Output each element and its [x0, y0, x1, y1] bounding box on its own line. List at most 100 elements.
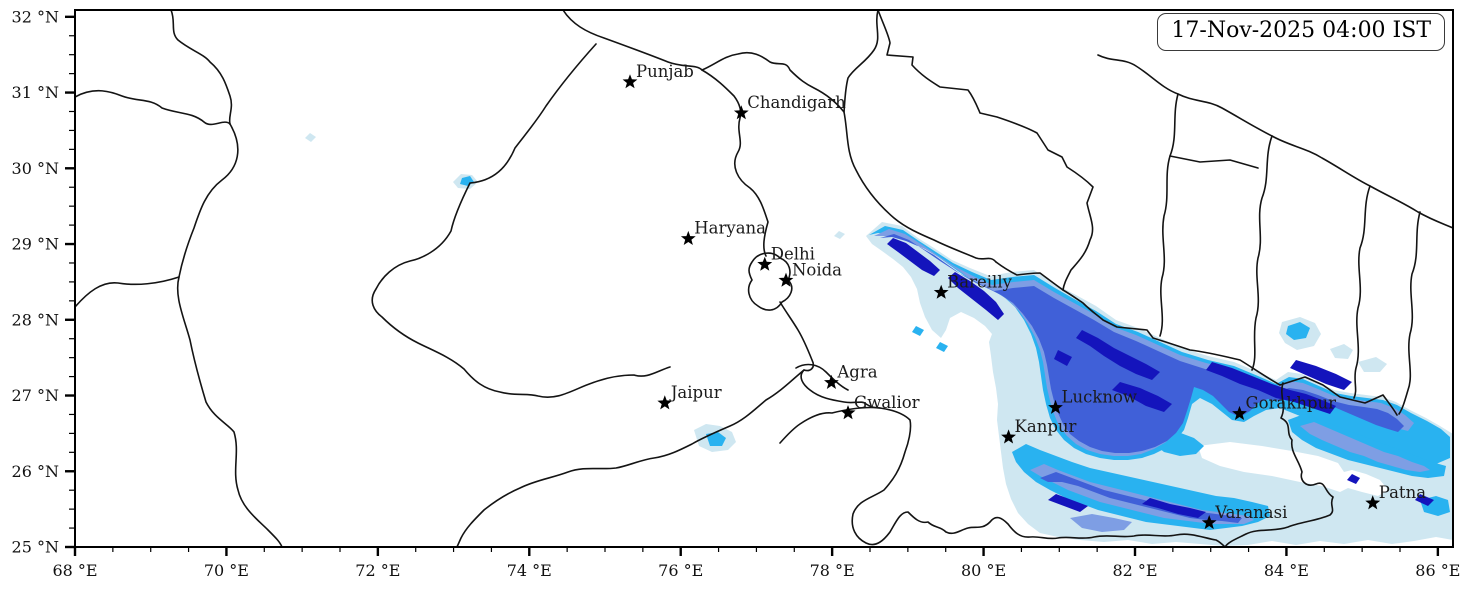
boundary-line	[170, 10, 233, 125]
fog-level1-patch	[1330, 344, 1353, 359]
city-label: Patna	[1379, 483, 1426, 502]
city-label: Lucknow	[1062, 388, 1138, 407]
boundary-line	[1159, 93, 1179, 337]
boundary-line	[747, 252, 793, 311]
x-axis-tick-label: 84 °E	[1264, 561, 1309, 580]
fog-level5-core	[887, 238, 940, 276]
city-star-icon	[1365, 495, 1381, 510]
city-label: Noida	[792, 260, 842, 279]
fog-level3-band	[874, 229, 1414, 456]
boundary-line	[843, 10, 997, 263]
boundary-line	[371, 43, 671, 398]
boundary-line	[701, 51, 845, 113]
fog-level3-southeast	[1300, 422, 1430, 472]
city-label: Chandigarh	[747, 93, 846, 112]
y-axis-tick-label: 25 °N	[12, 538, 59, 557]
fog-level5-core	[1142, 498, 1206, 518]
timestamp-badge: 17-Nov-2025 04:00 IST	[1157, 13, 1445, 51]
y-axis-tick-label: 32 °N	[12, 7, 59, 26]
fog-level5-core	[1112, 382, 1172, 412]
city-varanasi: Varanasi	[1201, 503, 1287, 530]
y-axis-tick-label: 31 °N	[12, 83, 59, 102]
city-label: Delhi	[771, 244, 815, 263]
fog-level1-patch	[834, 231, 845, 239]
city-agra: Agra	[824, 363, 878, 389]
x-axis-tick-label: 76 °E	[658, 561, 703, 580]
city-lucknow: Lucknow	[1048, 388, 1137, 414]
fog-level4-band	[880, 234, 1404, 453]
fog-level1-patch	[1358, 357, 1387, 372]
city-label: Gorakhpur	[1245, 394, 1336, 413]
city-label: Punjab	[636, 62, 694, 81]
city-star-icon	[840, 405, 856, 420]
fog-level2-patch	[1286, 322, 1310, 340]
city-star-icon	[1048, 399, 1063, 414]
city-label: Gwalior	[854, 393, 920, 412]
boundary-line	[995, 261, 1398, 416]
fog-level4-south	[1040, 472, 1242, 523]
city-star-icon	[757, 256, 773, 271]
x-axis-tick-label: 74 °E	[507, 561, 552, 580]
boundary-line	[877, 10, 1094, 291]
x-axis-tick-label: 68 °E	[52, 561, 97, 580]
fog-level2-south	[1012, 444, 1270, 530]
x-axis-tick-label: 78 °E	[810, 561, 855, 580]
city-star-icon	[733, 105, 749, 120]
city-label: Kanpur	[1015, 417, 1077, 436]
x-axis-tick-label: 72 °E	[355, 561, 400, 580]
fog-layers	[305, 133, 1453, 546]
boundary-line	[1224, 382, 1334, 547]
city-label: Varanasi	[1214, 503, 1287, 522]
fog-level1-patch	[305, 133, 316, 142]
fog-level5-core	[948, 272, 1004, 320]
fog-level5-core	[1076, 330, 1160, 380]
city-star-icon	[824, 374, 839, 389]
x-axis-tick-label: 82 °E	[1112, 561, 1157, 580]
boundary-line	[1398, 211, 1421, 415]
fog-level5-core	[1054, 350, 1072, 366]
fog-hole	[929, 338, 991, 462]
boundary-line	[795, 363, 849, 391]
city-label: Jaipur	[669, 383, 722, 402]
city-punjab: Punjab	[622, 62, 694, 89]
x-axis-tick-label: 86 °E	[1415, 561, 1460, 580]
boundary-line	[779, 406, 1226, 547]
y-axis-tick-label: 28 °N	[12, 310, 59, 329]
city-star-icon	[1232, 405, 1247, 420]
fog-level3-south	[1030, 464, 1254, 524]
fog-hole	[1198, 442, 1388, 496]
city-gwalior: Gwalior	[840, 393, 920, 420]
boundary-line	[1353, 185, 1371, 399]
map-frame	[74, 9, 1454, 548]
city-star-icon	[1201, 515, 1217, 530]
fog-level5-core	[1415, 494, 1434, 506]
y-axis-tick-label: 29 °N	[12, 235, 59, 254]
city-noida: Noida	[778, 260, 842, 287]
city-star-icon	[657, 395, 673, 410]
y-axis-tick-label: 26 °N	[12, 462, 59, 481]
boundary-line	[456, 369, 805, 547]
city-label: Agra	[836, 363, 877, 382]
y-axis-tick-label: 27 °N	[12, 386, 59, 405]
fog-level5-core	[1206, 362, 1336, 414]
city-gorakhpur: Gorakhpur	[1232, 394, 1336, 420]
boundary-line	[176, 123, 283, 547]
city-bareilly: Bareilly	[933, 273, 1013, 299]
city-jaipur: Jaipur	[657, 383, 722, 410]
city-star-icon	[622, 74, 638, 89]
fog-level5-core	[1048, 494, 1088, 512]
fog-level5-core	[1347, 474, 1360, 484]
fog-level2-patch	[706, 432, 726, 446]
y-axis-tick-label: 30 °N	[12, 159, 59, 178]
fog-level2-patch	[936, 342, 948, 352]
city-star-icon	[778, 272, 794, 287]
boundary-line	[779, 301, 881, 409]
city-label: Bareilly	[947, 273, 1012, 292]
city-star-icon	[1001, 429, 1016, 444]
boundary-line	[75, 276, 180, 308]
boundary-line	[75, 89, 231, 126]
x-axis-ticks: 68 °E 70 °E 72 °E 74 °E 76 °E 78 °E 80 °E 82 °E…	[52, 547, 1460, 580]
boundary-line	[562, 10, 769, 257]
